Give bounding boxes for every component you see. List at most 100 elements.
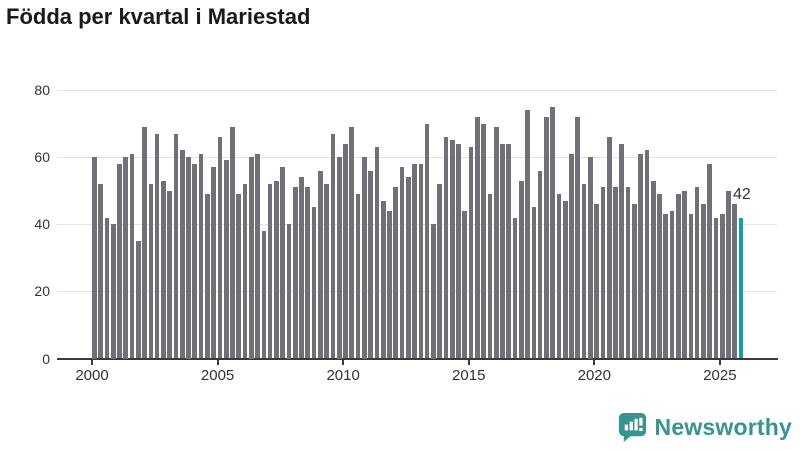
bar	[606, 136, 612, 359]
bar	[223, 160, 229, 359]
bar	[638, 153, 643, 359]
bar	[393, 187, 399, 359]
y-axis-label: 80	[34, 82, 50, 98]
x-axis-label: 2025	[703, 366, 737, 384]
bar	[355, 194, 361, 359]
newsworthy-logo: Newsworthy	[617, 411, 792, 444]
bar	[462, 210, 468, 359]
bar	[330, 133, 336, 359]
bar	[525, 110, 530, 359]
bar	[619, 143, 625, 359]
bar	[148, 183, 154, 359]
bar	[129, 153, 135, 359]
x-axis-label: 2020	[577, 366, 611, 384]
bar	[688, 214, 694, 359]
x-axis-tick	[91, 359, 93, 365]
bar	[236, 194, 242, 359]
bar	[343, 143, 348, 359]
bar	[550, 106, 556, 359]
bar	[98, 183, 103, 359]
bar	[299, 177, 304, 359]
x-axis-tick	[467, 359, 470, 365]
bar	[537, 170, 543, 359]
bar	[92, 157, 97, 359]
bar	[424, 123, 430, 359]
y-gridline	[57, 89, 777, 91]
bar	[437, 183, 443, 359]
bar	[719, 214, 725, 359]
y-gridline	[57, 223, 777, 225]
bar	[600, 187, 606, 359]
bar	[707, 163, 713, 359]
bar	[368, 170, 373, 359]
bar	[531, 207, 537, 359]
x-axis-label: 2005	[200, 366, 235, 384]
bar	[267, 183, 273, 359]
y-axis-label: 20	[34, 283, 50, 300]
bar	[575, 116, 581, 359]
y-axis-label: 0	[42, 350, 50, 367]
bar	[487, 194, 493, 359]
chart-title: Födda per kvartal i Mariestad	[6, 4, 311, 29]
bar	[418, 163, 424, 359]
bar	[104, 217, 110, 359]
y-gridline	[57, 290, 777, 292]
bar	[581, 183, 587, 359]
x-axis-tick	[216, 359, 219, 365]
bar	[631, 204, 637, 359]
bar	[349, 126, 355, 359]
bar	[305, 187, 311, 359]
bar	[663, 214, 669, 359]
x-axis-label: 2015	[452, 366, 486, 384]
bar	[318, 170, 323, 359]
bar	[544, 116, 549, 359]
bar	[230, 126, 235, 359]
bar	[443, 136, 449, 359]
bar	[248, 157, 254, 359]
bar	[588, 157, 593, 359]
bar	[493, 126, 499, 359]
bar	[336, 157, 342, 359]
bar	[405, 177, 411, 359]
bar	[292, 187, 298, 359]
bar	[362, 157, 367, 359]
bar	[192, 163, 198, 359]
bar	[374, 147, 380, 359]
bar	[657, 194, 662, 359]
bar	[280, 167, 286, 359]
bar	[110, 224, 116, 359]
bar	[324, 183, 329, 359]
bar	[562, 200, 568, 359]
y-axis-label: 60	[34, 149, 50, 166]
bar	[217, 136, 223, 359]
bar	[449, 140, 455, 359]
bar	[625, 187, 631, 359]
bar	[412, 163, 417, 359]
bar	[512, 217, 518, 359]
bar	[431, 224, 436, 359]
bar	[694, 187, 700, 359]
bar	[726, 190, 731, 359]
bar	[682, 190, 687, 359]
newsworthy-logo-text: Newsworthy	[654, 414, 792, 440]
bar	[613, 187, 618, 359]
bar	[135, 241, 141, 359]
bar	[500, 143, 505, 359]
bar	[380, 200, 386, 359]
bar	[456, 143, 461, 359]
bar	[675, 194, 681, 359]
bar	[569, 153, 574, 359]
bar	[650, 180, 656, 359]
y-gridline	[57, 156, 777, 158]
y-axis-label: 40	[34, 216, 50, 233]
bar	[274, 180, 279, 359]
bar	[205, 194, 210, 359]
bar	[142, 126, 147, 359]
bar	[186, 157, 191, 359]
bar	[117, 163, 122, 359]
bar	[311, 207, 317, 359]
bar	[399, 167, 405, 359]
highlighted-bar	[738, 217, 744, 359]
x-axis-tick	[342, 359, 345, 365]
